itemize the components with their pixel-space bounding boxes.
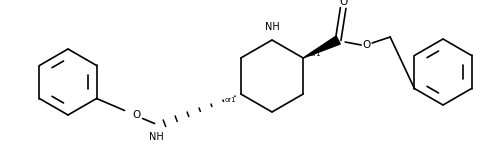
Text: O: O [339, 0, 347, 7]
Text: NH: NH [265, 22, 280, 32]
Text: O: O [132, 111, 141, 120]
Polygon shape [303, 36, 340, 58]
Text: NH: NH [149, 132, 164, 143]
Text: O: O [362, 40, 370, 50]
Text: or1: or1 [224, 97, 236, 103]
Text: or1: or1 [309, 51, 321, 57]
